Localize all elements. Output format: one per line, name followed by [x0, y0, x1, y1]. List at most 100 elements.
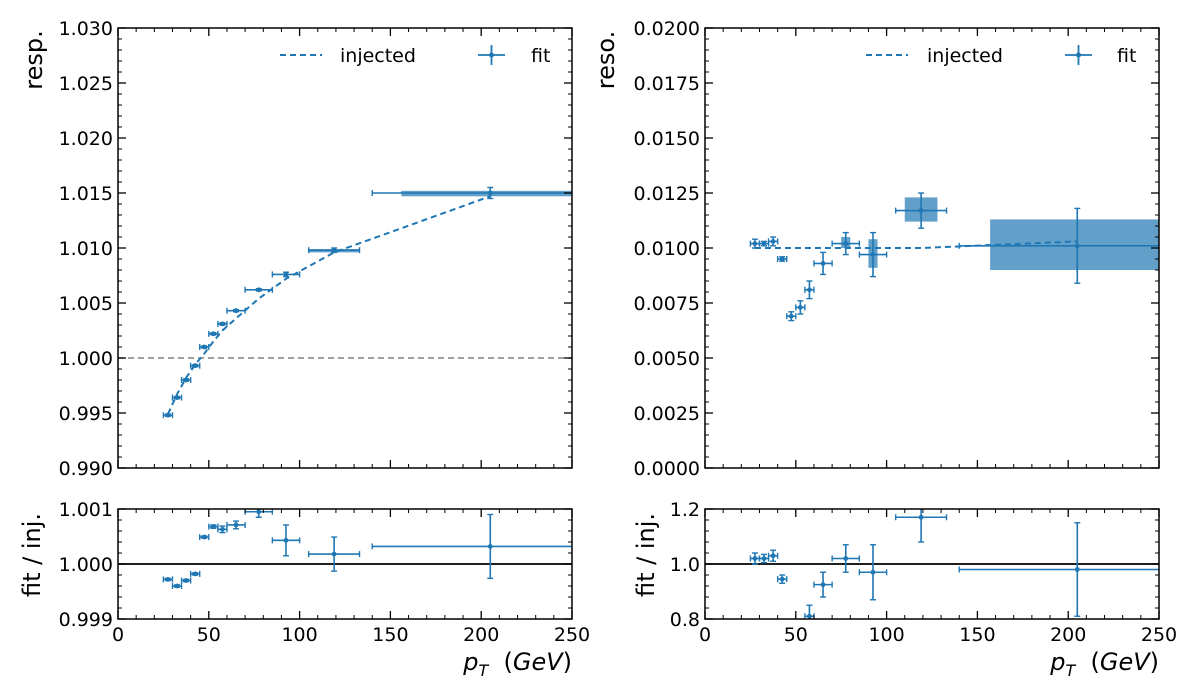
- y-tick-label: 0.8: [670, 609, 700, 631]
- fit-marker: [752, 556, 758, 561]
- fit-marker: [761, 241, 767, 247]
- fit-point: [226, 520, 246, 530]
- y-tick-label: 1.2: [670, 499, 700, 521]
- fit-marker: [788, 313, 794, 319]
- resolution-ratio-panel: fit / inj. 0 50 100 150 200 250 0.8 1.0 1.2: [632, 499, 1177, 646]
- fit-marker: [487, 544, 493, 549]
- fit-point: [894, 509, 948, 543]
- fit-marker: [192, 571, 198, 577]
- fit-marker: [331, 551, 337, 557]
- y-tick-label: 1.030: [59, 18, 113, 40]
- plot-area: [705, 509, 1159, 619]
- fit-point: [371, 186, 572, 200]
- fit-marker: [820, 582, 826, 588]
- fit-point: [162, 412, 174, 419]
- fit-point: [749, 552, 761, 565]
- fit-point: [858, 544, 888, 601]
- fit-point: [171, 394, 183, 401]
- fit-marker: [233, 522, 239, 528]
- y-tick-label: 1.015: [59, 183, 113, 205]
- fit-point: [244, 286, 274, 293]
- y-tick-label: 0.0125: [634, 183, 700, 205]
- x-tick-label: 50: [784, 624, 808, 646]
- y-tick-label: 0.0200: [634, 18, 700, 40]
- y-tick-label: 0.999: [59, 609, 113, 631]
- fit-point: [831, 231, 861, 256]
- fit-point: [217, 525, 228, 534]
- legend-fit-label: fit: [531, 45, 550, 67]
- fit-marker: [918, 208, 924, 214]
- plot-frame: [117, 27, 573, 469]
- fit-marker: [165, 577, 171, 582]
- plot-area: [118, 186, 572, 419]
- fit-marker: [770, 553, 776, 559]
- y-tick-label: 1.000: [59, 348, 113, 370]
- fit-point: [271, 271, 301, 278]
- fit-point: [208, 330, 219, 337]
- x-tick-label: 150: [372, 624, 408, 646]
- fit-marker: [807, 287, 812, 293]
- fit-point: [767, 549, 779, 562]
- fit-point: [180, 377, 192, 383]
- fit-marker: [201, 534, 207, 540]
- fit-point: [189, 362, 201, 369]
- fit-marker: [1074, 567, 1080, 572]
- fit-marker: [210, 331, 216, 337]
- fit-marker: [220, 321, 225, 327]
- response-y-label: resp.: [20, 30, 48, 89]
- x-tick-label: 200: [1050, 624, 1086, 646]
- fit-point: [226, 307, 246, 314]
- legend-fit-swatch: [1065, 45, 1092, 65]
- fit-marker: [331, 247, 337, 253]
- fit-point: [786, 311, 797, 322]
- fit-point: [749, 238, 761, 249]
- fit-marker: [797, 305, 803, 310]
- response-panel: resp. 0.990 0.995 1.000 1.005 1.010 1.015 1.02…: [20, 18, 573, 480]
- fit-marker: [256, 287, 262, 293]
- fit-point: [813, 251, 833, 276]
- fit-point: [776, 574, 788, 584]
- response-ratio-y-label: fit / inj.: [18, 513, 46, 597]
- fit-marker: [843, 556, 849, 561]
- fit-point: [371, 513, 572, 579]
- fit-marker: [1074, 243, 1080, 249]
- x-tick-label: 50: [197, 624, 221, 646]
- x-tick-label: 150: [959, 624, 995, 646]
- x-tick-label: 100: [868, 624, 904, 646]
- y-tick-label: 1.000: [59, 554, 113, 576]
- x-tick-label: 250: [554, 624, 590, 646]
- y-tick-label: 1.001: [59, 499, 113, 521]
- resolution-panel: reso. 0.0000 0.0025 0.0050 0.0075 0.0100 0.01…: [592, 18, 1160, 480]
- y-tick-label: 0.0150: [634, 128, 700, 150]
- fit-point: [767, 236, 779, 247]
- fit-marker: [283, 272, 289, 277]
- legend-injected-label: injected: [927, 45, 1003, 67]
- y-tick-label: 1.005: [59, 293, 113, 315]
- x-tick-label: 0: [112, 624, 124, 646]
- y-tick-label: 0.995: [59, 403, 113, 425]
- fit-point: [189, 570, 201, 577]
- resolution-ratio-x-label: pT (GeV): [1049, 648, 1159, 680]
- fit-marker: [761, 556, 767, 561]
- fit-point: [958, 522, 1159, 617]
- y-tick-label: 1.020: [59, 128, 113, 150]
- fit-point: [894, 192, 948, 229]
- fit-marker: [201, 344, 207, 350]
- x-tick-label: 0: [699, 624, 711, 646]
- x-tick-label: 100: [281, 624, 317, 646]
- response-ratio-x-label: pT (GeV): [462, 648, 572, 680]
- fit-marker: [165, 412, 171, 418]
- plot-area: [118, 509, 572, 589]
- fit-marker: [820, 261, 826, 266]
- fit-marker: [870, 252, 876, 257]
- fit-point: [307, 247, 361, 254]
- fit-point: [307, 536, 361, 572]
- x-tick-label: 200: [463, 624, 499, 646]
- y-tick-label: 1.025: [59, 73, 113, 95]
- fit-marker: [779, 576, 785, 582]
- fit-point: [244, 509, 274, 518]
- fit-marker: [283, 537, 289, 543]
- fit-marker: [174, 395, 180, 400]
- response-legend: injected fit: [280, 45, 550, 67]
